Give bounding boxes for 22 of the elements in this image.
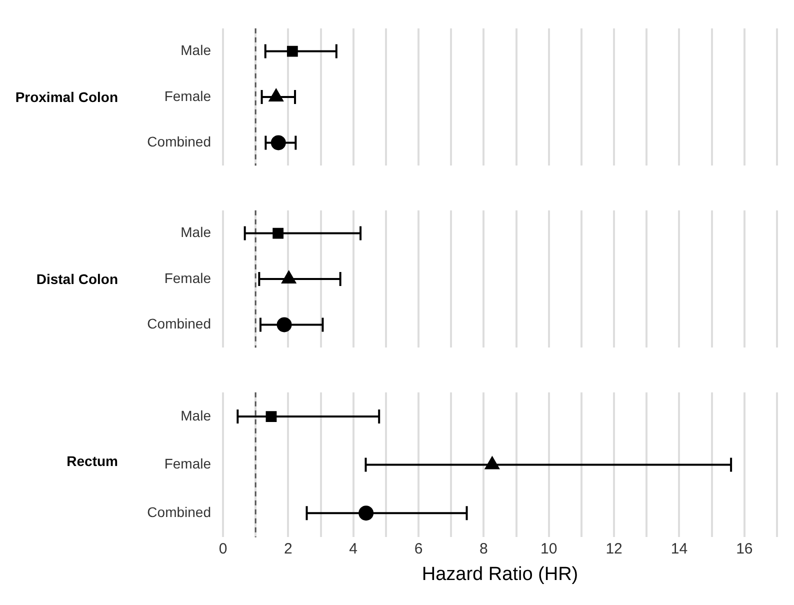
y-tick-label: Combined [147, 504, 211, 520]
y-axis-title: Distal Colon [35, 270, 118, 289]
y-axis-title: Rectum [66, 452, 118, 471]
x-tick-label: 12 [606, 540, 622, 558]
x-tick-label: 4 [349, 540, 358, 558]
x-tick-label: 6 [414, 540, 423, 558]
x-tick-label: 14 [670, 540, 688, 558]
y-tick-label: Combined [147, 316, 211, 332]
x-tick-label: 0 [218, 540, 228, 558]
x-tick-label: 2 [284, 540, 292, 558]
x-tick-label: 10 [540, 540, 558, 558]
y-tick-label: Male [180, 407, 212, 424]
y-axis-title: Proximal Colon [14, 88, 118, 107]
y-tick-label: Female [164, 456, 212, 472]
y-tick-label: Female [164, 270, 212, 286]
y-tick-label: Female [164, 88, 212, 104]
x-axis-title: Hazard Ratio (HR) [422, 564, 578, 585]
y-tick-label: Male [180, 224, 212, 240]
x-tick-label: 16 [736, 540, 753, 558]
y-tick-label: Male [180, 42, 212, 58]
y-tick-label: Combined [147, 134, 211, 150]
x-tick-label: 8 [480, 540, 488, 558]
